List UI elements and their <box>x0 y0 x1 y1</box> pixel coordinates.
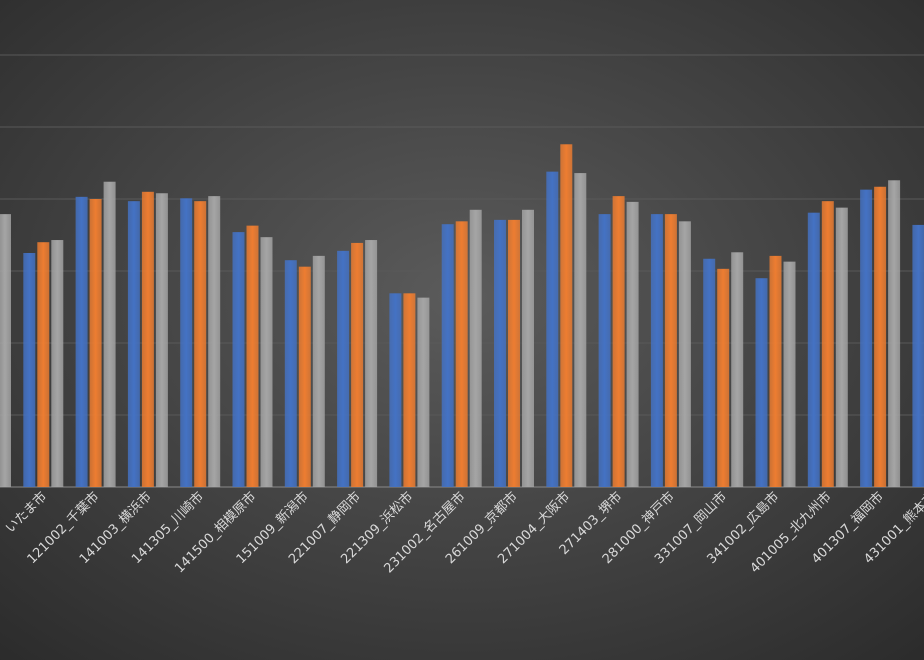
bar <box>75 196 88 487</box>
bar <box>260 237 273 487</box>
bar <box>835 207 848 487</box>
bar <box>874 186 887 487</box>
bar <box>103 181 116 487</box>
bar <box>312 255 325 487</box>
bar <box>469 209 482 488</box>
bar <box>755 278 768 487</box>
bar <box>546 171 559 487</box>
bar <box>626 201 639 487</box>
bar <box>783 261 796 487</box>
bar <box>860 189 873 487</box>
bar <box>208 196 221 487</box>
bar <box>284 260 297 487</box>
bar <box>246 225 259 487</box>
bar <box>89 199 102 487</box>
bar <box>127 201 140 487</box>
bar <box>51 240 64 487</box>
bar <box>508 219 520 487</box>
bar <box>731 252 744 487</box>
bar <box>351 242 364 487</box>
bar <box>912 224 924 488</box>
bar <box>417 297 430 487</box>
bar <box>769 255 782 487</box>
bar <box>650 214 663 487</box>
bar <box>180 198 193 487</box>
bar <box>403 293 416 487</box>
bar <box>717 268 730 487</box>
bar <box>560 144 573 487</box>
bar <box>612 196 625 487</box>
bar <box>298 266 311 487</box>
bar <box>494 219 506 487</box>
bar <box>455 221 468 487</box>
bar <box>574 173 587 487</box>
bar <box>23 253 36 487</box>
bar <box>141 191 154 488</box>
bar <box>441 224 454 487</box>
bar <box>232 232 245 487</box>
bar <box>389 293 402 487</box>
bar <box>365 240 378 487</box>
bar <box>194 201 207 487</box>
bar <box>664 214 677 487</box>
bar <box>37 242 50 487</box>
bar <box>337 250 350 487</box>
bar <box>155 193 168 488</box>
bar <box>678 221 691 487</box>
bar <box>821 201 834 487</box>
bar <box>807 212 820 487</box>
bar <box>598 214 611 487</box>
bar <box>0 214 11 487</box>
bar <box>888 180 901 487</box>
bar <box>703 258 716 487</box>
bar <box>522 209 534 488</box>
